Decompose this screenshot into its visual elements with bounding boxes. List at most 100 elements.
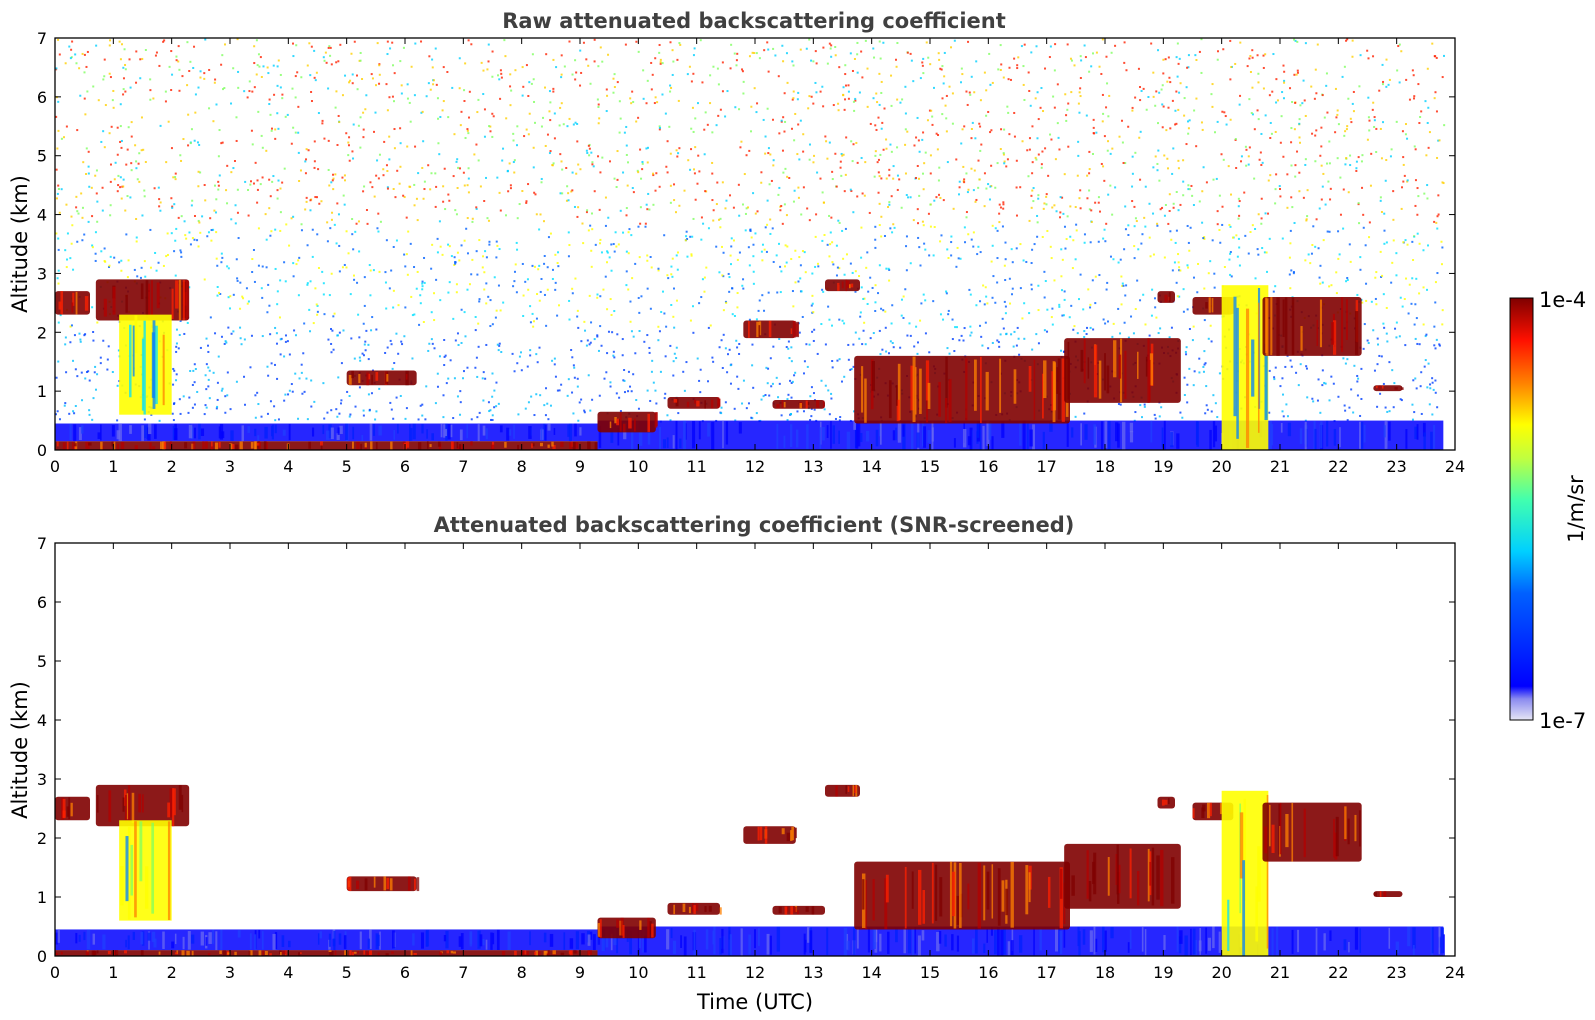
- noise-speck: [1013, 111, 1016, 114]
- noise-speck: [861, 76, 864, 79]
- noise-speck: [378, 63, 381, 66]
- noise-speck: [813, 328, 816, 331]
- noise-speck: [538, 264, 541, 267]
- noise-speck: [126, 195, 129, 198]
- feature-texture: [366, 372, 370, 386]
- noise-speck: [194, 93, 197, 96]
- noise-speck: [1336, 113, 1339, 116]
- noise-speck: [64, 343, 67, 346]
- noise-speck: [791, 380, 794, 383]
- noise-speck: [728, 348, 731, 351]
- noise-speck: [1432, 388, 1435, 391]
- noise-speck: [489, 125, 492, 128]
- noise-speck: [882, 309, 885, 312]
- noise-speck: [95, 169, 98, 172]
- noise-speck: [322, 382, 325, 385]
- noise-speck: [797, 123, 800, 126]
- noise-speck: [251, 90, 254, 93]
- noise-speck: [1360, 367, 1363, 370]
- noise-speck: [1002, 201, 1005, 204]
- noise-speck: [826, 157, 829, 160]
- noise-speck: [397, 304, 400, 307]
- noise-speck: [810, 415, 813, 418]
- noise-speck: [529, 305, 532, 308]
- noise-speck: [1074, 258, 1077, 261]
- noise-speck: [808, 158, 811, 161]
- noise-speck: [1212, 178, 1215, 181]
- noise-speck: [257, 110, 260, 113]
- noise-speck: [1292, 272, 1295, 275]
- noise-speck: [1202, 237, 1205, 240]
- noise-speck: [955, 265, 958, 268]
- noise-speck: [900, 298, 903, 301]
- noise-speck: [999, 148, 1002, 151]
- noise-speck: [1398, 81, 1401, 84]
- noise-speck: [249, 180, 252, 183]
- noise-speck: [802, 186, 805, 189]
- feature-texture: [1316, 319, 1318, 346]
- noise-speck: [157, 186, 160, 189]
- feature-texture: [1071, 427, 1074, 438]
- noise-speck: [794, 281, 797, 284]
- noise-speck: [1405, 78, 1408, 81]
- noise-speck: [847, 97, 850, 100]
- noise-speck: [1305, 367, 1308, 370]
- noise-speck: [199, 231, 202, 234]
- feature-cloud: [346, 370, 417, 386]
- noise-speck: [556, 314, 559, 317]
- noise-speck: [791, 290, 794, 293]
- feature-texture: [1013, 369, 1017, 404]
- noise-speck: [188, 231, 191, 234]
- noise-speck: [1415, 317, 1418, 320]
- noise-speck: [888, 168, 891, 171]
- noise-speck: [756, 210, 759, 213]
- noise-speck: [477, 322, 480, 325]
- noise-speck: [300, 371, 303, 374]
- noise-speck: [586, 209, 589, 212]
- noise-speck: [487, 295, 490, 298]
- noise-speck: [672, 60, 675, 63]
- noise-speck: [1044, 280, 1047, 283]
- noise-speck: [341, 266, 344, 269]
- noise-speck: [499, 209, 502, 212]
- noise-speck: [1238, 246, 1241, 249]
- noise-speck: [648, 208, 651, 211]
- noise-speck: [254, 394, 257, 397]
- noise-speck: [1248, 146, 1251, 149]
- feature-texture: [563, 932, 566, 950]
- noise-speck: [944, 104, 947, 107]
- noise-speck: [1072, 328, 1075, 331]
- feature-texture: [1299, 428, 1303, 444]
- noise-speck: [1320, 126, 1323, 129]
- noise-speck: [470, 43, 473, 46]
- noise-speck: [925, 41, 928, 44]
- noise-speck: [357, 124, 360, 127]
- noise-speck: [775, 376, 778, 379]
- noise-speck: [579, 49, 582, 52]
- noise-speck: [216, 398, 219, 401]
- noise-speck: [1173, 261, 1176, 264]
- noise-speck: [640, 295, 643, 298]
- noise-speck: [399, 60, 402, 63]
- noise-speck: [532, 146, 535, 149]
- noise-speck: [580, 340, 583, 343]
- noise-speck: [1157, 49, 1160, 52]
- noise-speck: [424, 418, 427, 421]
- noise-speck: [1168, 76, 1171, 79]
- feature-texture: [239, 441, 243, 450]
- noise-speck: [509, 85, 512, 88]
- noise-speck: [964, 241, 967, 244]
- noise-speck: [565, 166, 568, 169]
- noise-speck: [685, 235, 688, 238]
- noise-speck: [537, 268, 540, 271]
- noise-speck: [266, 311, 269, 314]
- noise-speck: [300, 229, 303, 232]
- noise-speck: [214, 332, 217, 335]
- noise-speck: [1139, 99, 1142, 102]
- feature-texture: [704, 400, 706, 409]
- noise-speck: [170, 147, 173, 150]
- noise-speck: [143, 260, 146, 263]
- noise-speck: [92, 85, 95, 88]
- noise-speck: [854, 290, 857, 293]
- noise-speck: [1276, 99, 1279, 102]
